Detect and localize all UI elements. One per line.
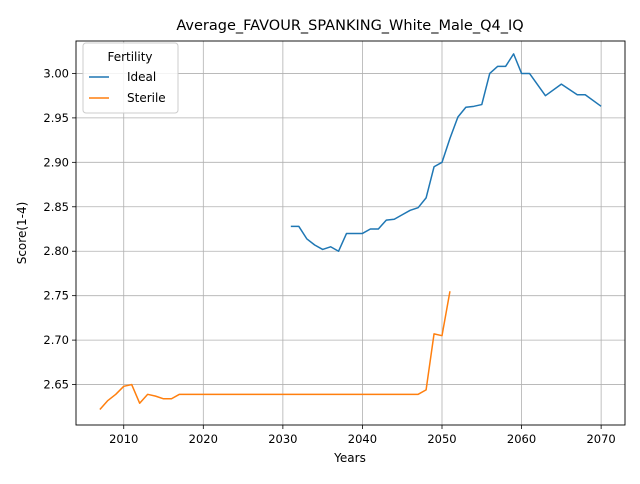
x-tick-label: 2050 <box>427 432 456 446</box>
x-tick-label: 2060 <box>507 432 536 446</box>
y-axis-label: Score(1-4) <box>15 202 29 265</box>
legend-title: Fertility <box>107 50 152 64</box>
y-tick-label: 3.00 <box>43 66 69 80</box>
x-tick-label: 2020 <box>189 432 218 446</box>
series-line-sterile <box>99 291 451 410</box>
y-tick-label: 2.75 <box>43 289 69 303</box>
legend: Fertility Ideal Sterile <box>82 42 179 114</box>
y-tick-label: 2.70 <box>43 333 69 347</box>
legend-label-ideal: Ideal <box>127 70 156 84</box>
x-tick-label: 2040 <box>348 432 377 446</box>
grid-lines <box>76 41 625 425</box>
y-tick-label: 2.95 <box>43 111 69 125</box>
x-tick-label: 2010 <box>109 432 138 446</box>
legend-box <box>82 42 179 114</box>
x-axis-ticks: 2010 2020 2030 2040 2050 2060 2070 <box>109 425 616 446</box>
y-tick-label: 2.85 <box>43 200 69 214</box>
x-tick-label: 2030 <box>268 432 297 446</box>
y-tick-label: 2.65 <box>43 378 69 392</box>
y-tick-label: 2.90 <box>43 155 69 169</box>
y-axis-ticks: 2.65 2.70 2.75 2.80 2.85 2.90 2.95 3.00 <box>43 66 76 392</box>
x-tick-label: 2070 <box>586 432 615 446</box>
x-axis-label: Years <box>333 451 366 465</box>
plot-series <box>99 53 602 410</box>
plot-frame <box>75 40 626 426</box>
y-tick-label: 2.80 <box>43 244 69 258</box>
chart-title: Average_FAVOUR_SPANKING_White_Male_Q4_IQ <box>176 18 523 34</box>
series-line-ideal <box>290 53 602 252</box>
legend-label-sterile: Sterile <box>127 91 166 105</box>
